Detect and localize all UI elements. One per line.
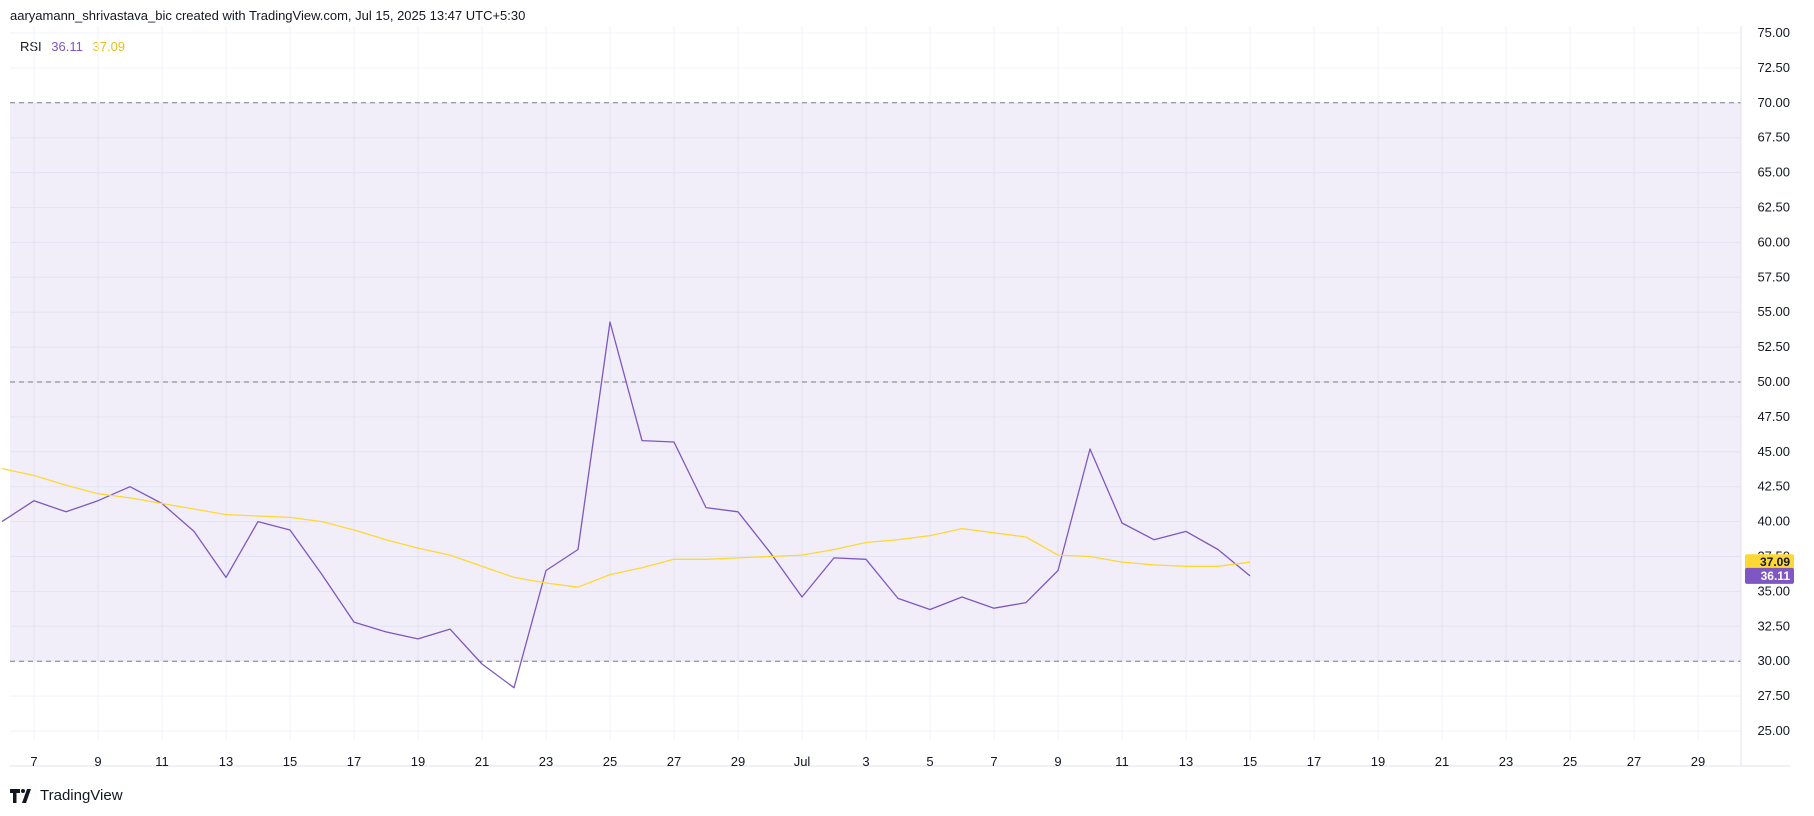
x-tick-label: 19 (411, 754, 425, 769)
ma-last-value-tag: 37.09 (1745, 554, 1794, 571)
x-tick-label: 23 (1499, 754, 1513, 769)
ma-last-value-tag-text: 37.09 (1760, 555, 1790, 569)
rsi-last-value-tag-text: 36.11 (1761, 569, 1791, 583)
rsi-last-value-tag-bg (1745, 567, 1794, 584)
x-tick-label: 17 (1307, 754, 1321, 769)
x-tick-label: 29 (1691, 754, 1705, 769)
x-tick-label: 27 (667, 754, 681, 769)
x-tick-label: 17 (347, 754, 361, 769)
chart-attribution: aaryamann_shrivastava_bic created with T… (10, 8, 526, 23)
y-tick-label: 30.00 (1757, 653, 1790, 668)
y-tick-label: 52.50 (1757, 339, 1790, 354)
rsi-bands (10, 102, 1741, 662)
x-tick-label: 13 (219, 754, 233, 769)
y-tick-label: 47.50 (1757, 409, 1790, 424)
x-tick-label: 9 (94, 754, 101, 769)
tradingview-logo-text: TradingView (40, 787, 123, 804)
y-tick-label: 25.00 (1757, 723, 1790, 738)
y-tick-label: 75.00 (1757, 25, 1790, 40)
tradingview-logo-icon (10, 788, 31, 803)
x-tick-label: 11 (155, 754, 169, 769)
tradingview-logo[interactable]: TradingView (10, 787, 123, 804)
rsi-last-value-tag: 36.11 (1745, 567, 1794, 584)
time-axis: 7 9 11 13 15 17 19 21 23 25 27 29 Jul 3 5 7 9 11 13 15 17 19 2… (10, 754, 1790, 769)
y-tick-label: 55.00 (1757, 304, 1790, 319)
y-tick-label: 27.50 (1757, 688, 1790, 703)
x-tick-label: 25 (1563, 754, 1577, 769)
price-axis: 75.00 72.50 70.00 67.50 65.00 62.50 60.00 57.50… (1740, 25, 1790, 766)
x-tick-label: 7 (30, 754, 37, 769)
indicator-legend[interactable]: RSI 36.11 37.09 (20, 39, 131, 54)
y-tick-label: 45.00 (1757, 444, 1790, 459)
x-tick-label: 13 (1179, 754, 1193, 769)
rsi-line (1, 321, 1251, 689)
x-tick-label: 7 (990, 754, 997, 769)
x-tick-label: 15 (1243, 754, 1257, 769)
y-tick-label: 60.00 (1757, 234, 1790, 249)
x-tick-label: 23 (539, 754, 553, 769)
y-tick-label: 65.00 (1757, 165, 1790, 180)
y-tick-label: 72.50 (1757, 60, 1790, 75)
ma-last-value-tag-bg (1745, 554, 1794, 571)
x-tick-label: 11 (1115, 754, 1129, 769)
y-tick-label: 32.50 (1757, 618, 1790, 633)
series-layer (1, 321, 1251, 689)
y-tick-label: 40.00 (1757, 514, 1790, 529)
y-tick-label: 35.00 (1757, 583, 1790, 598)
x-tick-label: 9 (1054, 754, 1061, 769)
y-tick-label: 62.50 (1757, 200, 1790, 215)
x-tick-label: 21 (1435, 754, 1449, 769)
ma-legend-value: 37.09 (92, 39, 126, 54)
y-tick-label: 42.50 (1757, 479, 1790, 494)
y-tick-label: 67.50 (1757, 130, 1790, 145)
y-tick-label: 50.00 (1757, 374, 1790, 389)
x-tick-label: 5 (926, 754, 933, 769)
x-tick-label: Jul (794, 754, 811, 769)
rsi-ma-line (1, 467, 1251, 588)
y-tick-label: 70.00 (1757, 95, 1790, 110)
x-tick-label: 21 (475, 754, 489, 769)
rsi-legend-value: 36.11 (51, 39, 83, 54)
x-tick-label: 29 (731, 754, 745, 769)
x-tick-label: 15 (283, 754, 297, 769)
x-tick-label: 27 (1627, 754, 1641, 769)
x-tick-label: 19 (1371, 754, 1385, 769)
indicator-name: RSI (20, 39, 42, 54)
x-tick-label: 3 (862, 754, 869, 769)
y-tick-label: 57.50 (1757, 269, 1790, 284)
x-tick-label: 25 (603, 754, 617, 769)
